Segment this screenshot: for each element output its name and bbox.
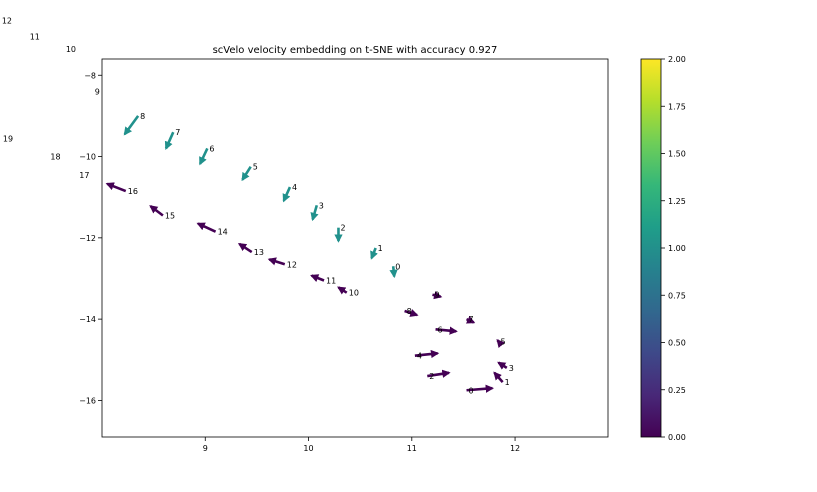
velocity-arrow bbox=[337, 286, 348, 295]
velocity-arrow bbox=[493, 371, 504, 383]
cell-label: 3 bbox=[509, 364, 514, 373]
cell-label: 6 bbox=[438, 325, 443, 334]
outside-cell-label: 11 bbox=[30, 33, 40, 42]
velocity-arrow bbox=[241, 166, 252, 182]
cell-label: 2 bbox=[429, 372, 434, 381]
cell-label: 8 bbox=[407, 307, 412, 316]
outside-cell-label: 18 bbox=[50, 153, 60, 162]
y-tick-label: −16 bbox=[79, 396, 96, 405]
velocity-arrow bbox=[164, 131, 175, 150]
chart-title: scVelo velocity embedding on t-SNE with … bbox=[213, 45, 498, 56]
y-tick-label: −12 bbox=[79, 234, 96, 243]
velocity-arrow bbox=[432, 291, 443, 300]
colorbar-tick-label: 0.25 bbox=[668, 386, 686, 395]
outside-cell-label: 19 bbox=[3, 134, 13, 143]
x-tick-label: 9 bbox=[203, 444, 208, 453]
colorbar: 0.00 0.25 0.50 0.75 1.00 1.25 1.50 1.75 2.00 bbox=[640, 55, 686, 442]
velocity-arrow bbox=[123, 115, 140, 136]
cell-label: 0 bbox=[469, 386, 474, 395]
velocity-arrow bbox=[435, 326, 458, 335]
colorbar-tick-label: 0.75 bbox=[668, 291, 686, 300]
velocity-arrow bbox=[149, 205, 164, 217]
cell-label: 7 bbox=[175, 128, 180, 137]
colorbar-tick-label: 1.00 bbox=[668, 244, 686, 253]
cell-label: 13 bbox=[254, 248, 264, 257]
velocity-arrow bbox=[310, 204, 319, 222]
colorbar-tick-label: 0.00 bbox=[668, 433, 686, 442]
cell-label: 14 bbox=[218, 228, 228, 237]
cell-label: 12 bbox=[287, 260, 297, 269]
velocity-arrow bbox=[310, 274, 325, 282]
cell-label: 5 bbox=[501, 337, 506, 346]
velocity-arrow bbox=[389, 266, 398, 279]
velocity-arrow bbox=[427, 369, 451, 378]
colorbar-tick-label: 1.25 bbox=[668, 197, 686, 206]
velocity-arrow bbox=[196, 222, 217, 233]
cell-label: 4 bbox=[292, 183, 297, 192]
cell-label: 1 bbox=[505, 378, 510, 387]
velocity-arrow bbox=[267, 257, 286, 266]
outside-cell-label: 9 bbox=[95, 88, 100, 97]
velocity-arrow bbox=[370, 247, 378, 260]
cell-label: 11 bbox=[326, 277, 336, 286]
cell-label: 8 bbox=[140, 112, 145, 121]
x-tick-label: 10 bbox=[303, 444, 313, 453]
y-tick-label: −10 bbox=[79, 153, 96, 162]
outside-cell-label: 10 bbox=[66, 45, 76, 54]
cell-label: 2 bbox=[340, 224, 345, 233]
cell-label: 3 bbox=[319, 201, 324, 210]
outside-cell-label: 17 bbox=[79, 171, 89, 180]
cell-label: 7 bbox=[469, 315, 474, 324]
colorbar-tick-label: 1.75 bbox=[668, 102, 686, 111]
velocity-arrow bbox=[198, 147, 209, 166]
velocity-arrow bbox=[282, 186, 292, 203]
colorbar-gradient bbox=[640, 58, 662, 438]
colorbar-tick-label: 2.00 bbox=[668, 55, 686, 64]
colorbar-tick-label: 0.50 bbox=[668, 339, 686, 348]
velocity-arrow bbox=[105, 182, 127, 193]
cell-label: 10 bbox=[349, 289, 359, 298]
velocity-arrow bbox=[404, 309, 419, 317]
cell-label: 6 bbox=[209, 144, 214, 153]
cell-label: 4 bbox=[417, 352, 422, 361]
y-tick-label: −14 bbox=[79, 315, 96, 324]
plot-area: 9 10 11 12−8−10−12−14−168765432101615141312… bbox=[2, 16, 609, 453]
x-tick-label: 12 bbox=[510, 444, 520, 453]
cell-label: 5 bbox=[253, 163, 258, 172]
velocity-arrow bbox=[414, 349, 440, 359]
cell-label: 1 bbox=[378, 244, 383, 253]
cell-label: 9 bbox=[434, 291, 439, 300]
colorbar-tick-label: 1.50 bbox=[668, 150, 686, 159]
velocity-arrow bbox=[496, 338, 505, 349]
axes-frame bbox=[101, 58, 609, 438]
cell-label: 0 bbox=[395, 262, 400, 271]
y-tick-label: −8 bbox=[84, 71, 96, 80]
outside-cell-label: 12 bbox=[2, 16, 12, 25]
cell-label: 16 bbox=[128, 187, 138, 196]
velocity-arrow bbox=[466, 384, 495, 393]
velocity-arrow bbox=[497, 361, 508, 370]
velocity-arrow bbox=[465, 315, 476, 324]
cell-label: 15 bbox=[165, 211, 175, 220]
velocity-arrow bbox=[237, 242, 253, 254]
x-tick-label: 11 bbox=[407, 444, 417, 453]
